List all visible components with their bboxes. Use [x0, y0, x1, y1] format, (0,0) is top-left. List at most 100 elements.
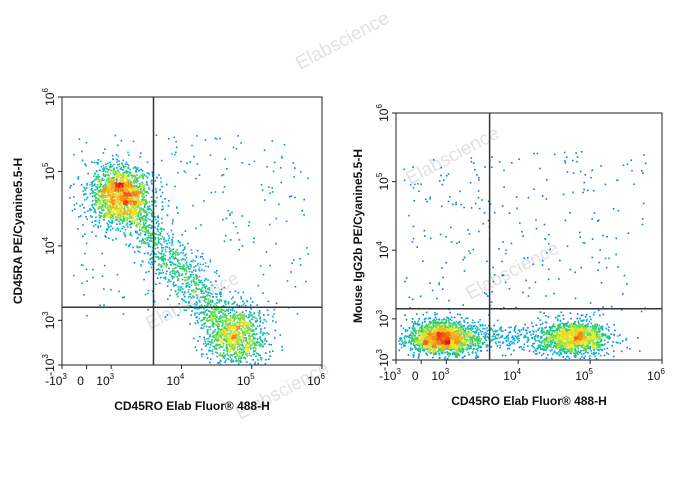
event-dot [145, 181, 148, 183]
event-dot [189, 323, 191, 325]
event-dot [500, 329, 502, 332]
event-dot [140, 192, 142, 194]
event-dot [104, 192, 106, 194]
event-dot [250, 347, 252, 350]
event-dot [146, 230, 149, 233]
event-dot [130, 186, 133, 188]
event-dot [83, 199, 86, 201]
event-dot [136, 178, 138, 181]
event-dot [112, 188, 115, 190]
event-dot [249, 320, 252, 323]
event-dot [111, 200, 113, 203]
event-dot [91, 200, 94, 202]
event-dot [122, 193, 124, 196]
event-dot [269, 192, 271, 194]
y-tick-label: 103 [41, 311, 57, 329]
event-dot [126, 170, 129, 173]
event-dot [218, 347, 221, 349]
event-dot [212, 316, 214, 319]
event-dot [165, 272, 167, 275]
event-dot [133, 182, 135, 184]
event-dot [285, 220, 288, 223]
event-dot [107, 214, 109, 216]
event-dot [151, 234, 153, 236]
event-dot [221, 324, 224, 326]
event-dot [230, 298, 233, 300]
event-dot [84, 189, 87, 191]
event-dot [231, 327, 233, 330]
event-dot [527, 345, 529, 347]
event-dot [251, 342, 254, 344]
event-dot [93, 161, 95, 164]
event-dot [122, 220, 124, 222]
event-dot [481, 323, 484, 326]
event-dot [161, 269, 164, 272]
event-dot [223, 300, 226, 302]
event-dot [168, 251, 171, 253]
event-dot [229, 328, 231, 331]
event-dot [218, 361, 221, 363]
event-dot [258, 341, 261, 344]
event-dot [242, 335, 244, 337]
event-dot [259, 317, 262, 319]
event-dot [103, 175, 106, 177]
event-dot [140, 185, 143, 188]
event-dot [140, 152, 142, 154]
event-dot [250, 325, 252, 327]
event-dot [442, 336, 444, 338]
event-dot [211, 301, 214, 303]
event-dot [142, 202, 144, 204]
event-dot [91, 231, 93, 233]
event-dot [185, 257, 188, 259]
event-dot [227, 301, 230, 303]
event-dot [259, 332, 262, 334]
event-dot [582, 352, 585, 355]
event-dot [250, 308, 253, 310]
event-dot [161, 259, 163, 262]
event-dot [294, 167, 296, 169]
event-dot [171, 255, 173, 258]
event-dot [130, 199, 132, 201]
event-dot [122, 166, 125, 168]
event-dot [237, 359, 240, 361]
event-dot [240, 142, 242, 144]
event-dot [123, 203, 126, 205]
event-dot [87, 172, 89, 175]
event-dot [177, 259, 180, 261]
event-dot [93, 203, 96, 205]
event-dot [234, 340, 236, 342]
event-dot [111, 183, 113, 185]
event-dot [255, 355, 257, 357]
event-dot [143, 215, 146, 217]
event-dot [83, 211, 86, 214]
event-dot [235, 317, 238, 320]
event-dot [418, 338, 420, 340]
event-dot [479, 346, 481, 348]
event-dot [132, 196, 135, 199]
event-dot [127, 202, 129, 205]
event-dot [177, 295, 179, 298]
event-dot [450, 316, 453, 318]
event-dot [232, 324, 235, 327]
event-dot [206, 301, 209, 304]
event-dot [126, 172, 128, 174]
event-dot [130, 208, 133, 210]
event-dot [117, 216, 120, 219]
event-dot [519, 334, 522, 336]
event-dot [232, 346, 235, 349]
event-dot [253, 346, 256, 348]
event-dot [215, 307, 218, 310]
event-dot [140, 190, 142, 192]
event-dot [147, 261, 150, 264]
event-dot [216, 333, 219, 335]
event-dot [215, 318, 217, 320]
event-dot [129, 179, 131, 182]
event-dot [204, 345, 207, 347]
event-dot [181, 274, 183, 276]
event-dot [133, 185, 136, 188]
event-dot [124, 194, 127, 197]
event-dot [226, 347, 228, 350]
event-dot [207, 288, 209, 290]
event-dot [216, 352, 219, 354]
event-dot [246, 350, 249, 353]
